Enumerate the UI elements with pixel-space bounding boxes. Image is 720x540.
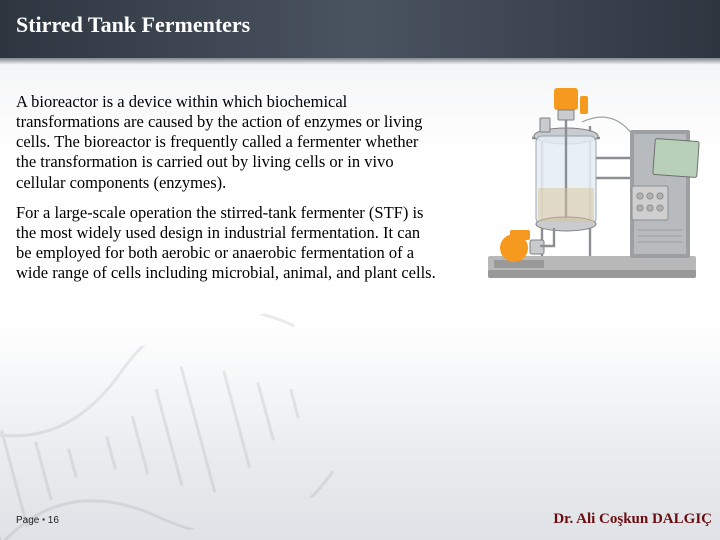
body-text: A bioreactor is a device within which bi… [16, 92, 436, 293]
fermenter-illustration [482, 78, 702, 288]
page-number: 16 [48, 515, 59, 526]
author-name: Dr. Ali Coşkun DALGIÇ [553, 511, 712, 528]
page-label: Page [16, 515, 39, 526]
dna-decoration [0, 307, 338, 540]
bullet-icon: ▪ [42, 515, 45, 524]
paragraph-1: A bioreactor is a device within which bi… [16, 92, 436, 193]
page-title: Stirred Tank Fermenters [16, 12, 250, 38]
paragraph-2: For a large-scale operation the stirred-… [16, 203, 436, 284]
page-indicator: Page ▪ 16 [16, 515, 59, 526]
